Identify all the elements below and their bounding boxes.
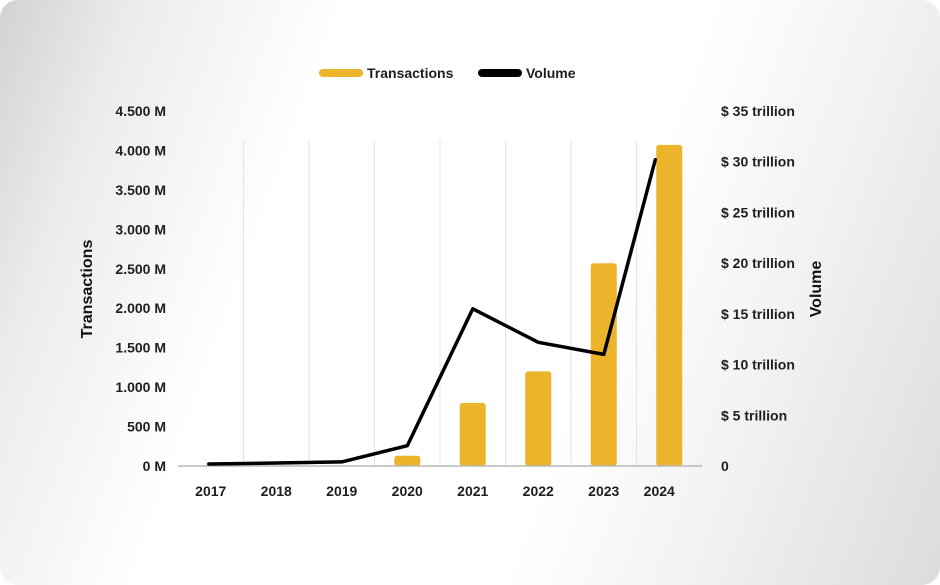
x-tick-label: 2018 xyxy=(261,483,292,499)
line-layer xyxy=(207,157,658,466)
legend-swatch-volume xyxy=(478,69,522,77)
x-tick-label: 2019 xyxy=(326,483,357,499)
volume-line xyxy=(207,157,658,466)
left-axis-title: Transactions xyxy=(79,240,96,339)
legend-swatch-transactions xyxy=(319,69,363,77)
right-tick-label: $ 10 trillion xyxy=(721,357,795,373)
left-tick-label: 0 M xyxy=(143,458,166,474)
bar-2020 xyxy=(394,455,421,466)
grid-layer xyxy=(243,140,637,466)
x-tick-label: 2020 xyxy=(392,483,423,499)
bar-2023 xyxy=(590,263,617,466)
left-tick-label: 500 M xyxy=(127,419,166,435)
left-tick-label: 3.000 M xyxy=(115,221,166,237)
left-tick-label: 4.500 M xyxy=(115,103,166,119)
right-tick-label: $ 20 trillion xyxy=(721,255,795,271)
bar-2021 xyxy=(459,402,486,466)
left-tick-label: 2.000 M xyxy=(115,300,166,316)
x-tick-label: 2024 xyxy=(644,483,675,499)
right-tick-label: $ 30 trillion xyxy=(721,154,795,170)
legend-label-volume: Volume xyxy=(526,65,576,81)
x-tick-label: 2022 xyxy=(523,483,554,499)
right-axis-ticks: 0 $ 5 trillion $ 10 trillion $ 15 trillion $… xyxy=(721,103,795,474)
x-tick-label: 2023 xyxy=(588,483,619,499)
left-axis-ticks: 0 M 500 M 1.000 M 1.500 M 2.000 M 2.500 M 3.00… xyxy=(115,103,166,474)
right-tick-label: $ 35 trillion xyxy=(721,103,795,119)
x-tick-label: 2021 xyxy=(457,483,488,499)
bars-layer xyxy=(394,144,683,466)
right-axis-title: Volume xyxy=(808,261,825,318)
right-tick-label: $ 15 trillion xyxy=(721,306,795,322)
bar-2022 xyxy=(525,371,552,466)
legend: Transactions Volume xyxy=(319,65,576,81)
right-tick-label: $ 25 trillion xyxy=(721,204,795,220)
left-tick-label: 4.000 M xyxy=(115,142,166,158)
left-tick-label: 2.500 M xyxy=(115,261,166,277)
left-tick-label: 1.500 M xyxy=(115,340,166,356)
right-tick-label: 0 xyxy=(721,458,729,474)
right-tick-label: $ 5 trillion xyxy=(721,407,787,423)
bar-2024 xyxy=(656,144,683,466)
left-tick-label: 3.500 M xyxy=(115,182,166,198)
x-axis-ticks: 2017 2018 2019 2020 2021 2022 2023 2024 xyxy=(195,483,675,499)
x-tick-label: 2017 xyxy=(195,483,226,499)
legend-label-transactions: Transactions xyxy=(367,65,454,81)
left-tick-label: 1.000 M xyxy=(115,379,166,395)
